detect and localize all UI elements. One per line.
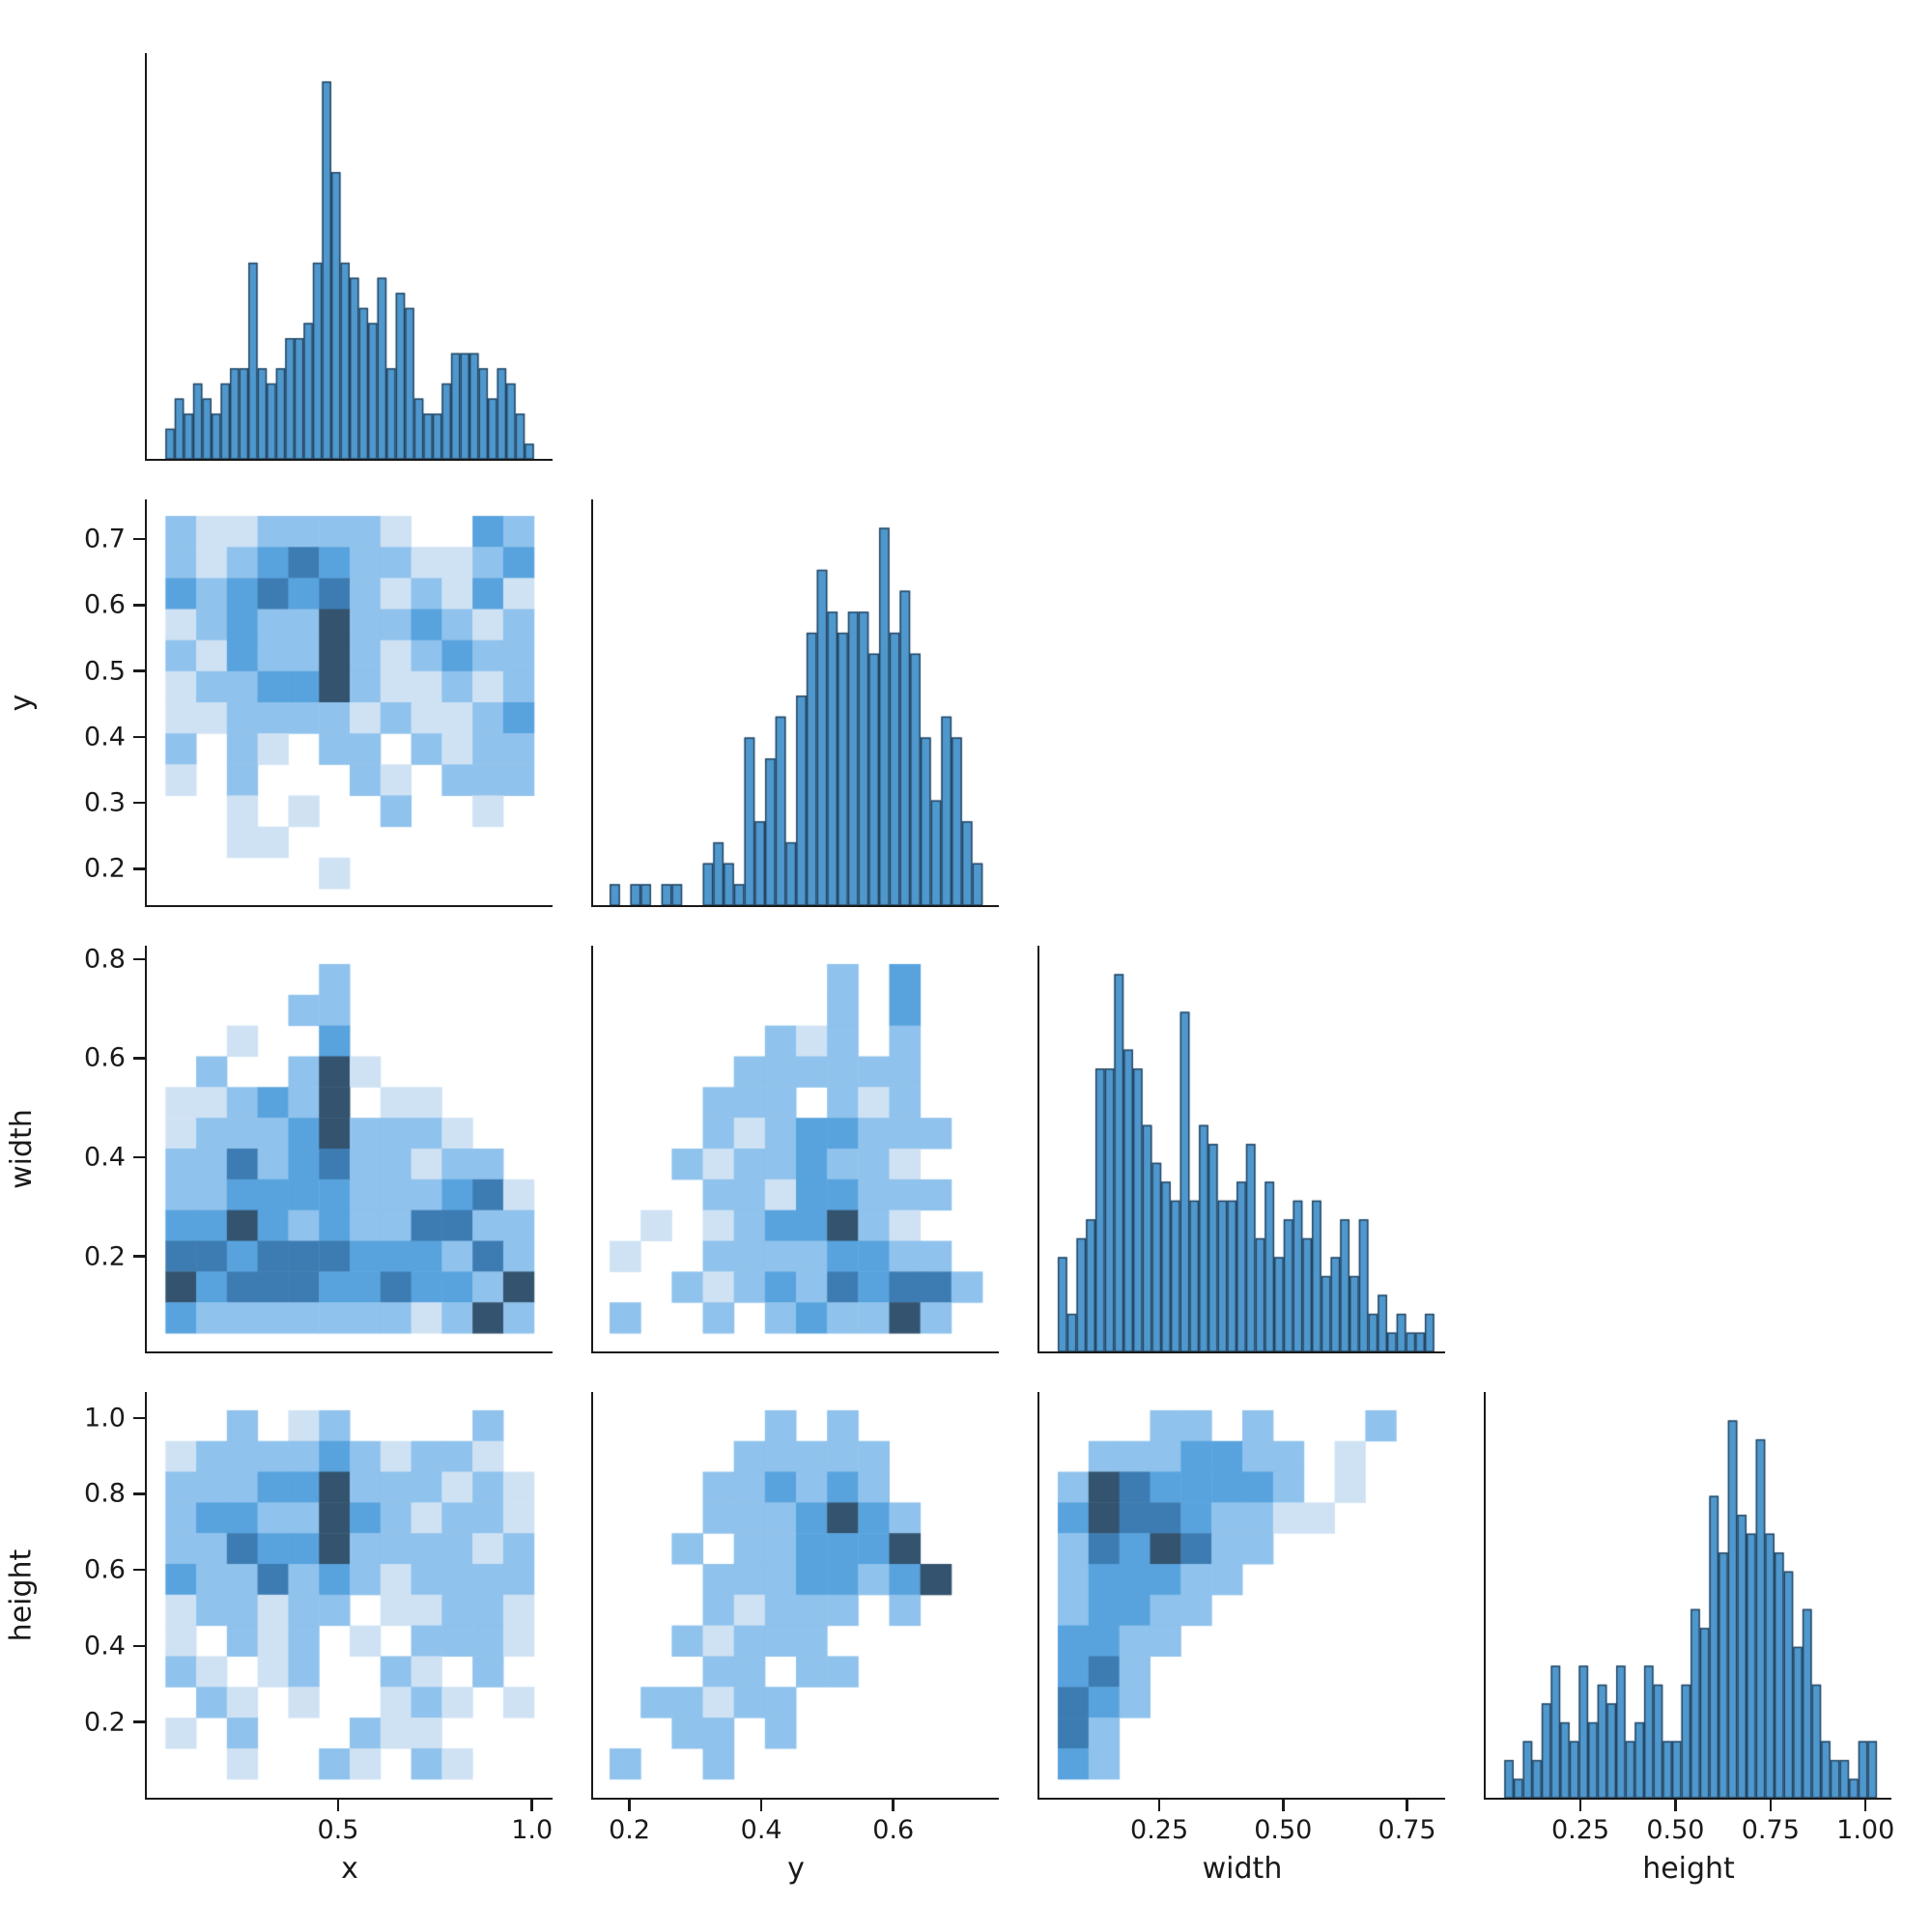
x-tick-label: 1.0 [511,1815,554,1845]
x-tick-mark [628,1800,631,1811]
x-tick-label: 0.2 [609,1815,651,1845]
y-vs-x-canvas [147,499,553,905]
subplot-height-histogram: height 0.25 0.50 0.75 1.00 [1484,1392,1894,1886]
x-tick-mark [759,1800,763,1811]
x-tick-label: 0.5 [317,1815,359,1845]
subplot-y-vs-x-heatmap: y 0.2 0.3 0.4 0.5 0.6 0.7 [4,499,553,907]
y-tick-label: 0.6 [84,1042,126,1073]
x-tick-mark [1406,1800,1408,1811]
height-histogram-canvas [1486,1392,1891,1798]
y-tick-label: 0.8 [84,944,126,975]
subplot-x-histogram [145,53,553,461]
y-tick-mark [133,1255,145,1258]
y-tick-label: 0.4 [84,1631,126,1662]
subplot-width-vs-y-heatmap [591,946,999,1353]
y-tick-mark [133,1416,145,1420]
y-tick-label: 0.7 [84,524,126,554]
x-tick-mark [1578,1800,1582,1811]
width-axis-title-text: width [4,1108,39,1189]
y-tick-mark [133,801,145,805]
y-tick-mark [133,604,145,607]
width-vs-y-canvas [593,946,999,1351]
y-axis-title-text: y [4,694,39,711]
x-tick-label: 0.50 [1646,1815,1705,1845]
y-tick-label: 0.2 [84,853,126,884]
y-tick-mark [133,1155,145,1159]
x-tick-mark [530,1800,533,1811]
y-tick-label: 0.6 [84,1554,126,1585]
y-tick-label: 0.4 [84,1142,126,1173]
width-axis-title: width [2,946,41,1351]
y-tick-mark [133,1644,145,1648]
x-histogram-canvas [147,53,553,459]
y-tick-label: 1.0 [84,1403,126,1434]
y-tick-label: 0.5 [84,656,126,687]
x-tick-label: 1.00 [1836,1815,1895,1845]
y-tick-mark [133,669,145,672]
y-tick-label: 0.2 [84,1707,126,1738]
subplot-height-vs-x-heatmap: height x 0.2 0.4 0.6 0.8 1.0 0.5 1.0 [5,1392,553,1886]
height-vs-x-canvas [147,1392,553,1798]
y-tick-mark [133,1720,145,1723]
y-tick-label: 0.6 [84,589,126,620]
x-tick-mark [1157,1800,1161,1811]
y-tick-mark [133,537,145,541]
x-tick-mark [892,1800,895,1811]
x-tick-label: 0.50 [1254,1815,1313,1845]
y-tick-mark [133,1492,145,1495]
y-histogram-canvas [593,499,999,905]
width-histogram-canvas [1039,946,1445,1351]
x-axis-title: x [341,1852,358,1886]
y-tick-label: 0.3 [84,787,126,818]
x-tick-label: 0.4 [740,1815,782,1845]
height-axis-title: height [2,1392,41,1798]
x-tick-mark [336,1800,340,1811]
subplot-width-vs-x-heatmap: width 0.2 0.4 0.6 0.8 [5,944,553,1353]
x-tick-label: 0.25 [1550,1815,1610,1845]
y-tick-mark [133,1057,145,1060]
y-tick-mark [133,735,145,739]
x-tick-label: 0.75 [1378,1815,1436,1845]
subplot-height-vs-width-heatmap: width 0.25 0.50 0.75 [1037,1392,1445,1886]
y-tick-mark [133,957,145,961]
y-tick-mark [133,867,145,870]
x-tick-label: 0.25 [1130,1815,1189,1845]
x-tick-mark [1282,1800,1285,1811]
x-tick-label: 0.75 [1741,1815,1800,1845]
height-vs-width-canvas [1039,1392,1445,1798]
y-tick-mark [133,1568,145,1572]
height-bottom-axis-title: height [1642,1852,1735,1886]
height-vs-y-canvas [593,1392,999,1798]
y-tick-label: 0.8 [84,1478,126,1509]
subplot-y-histogram [591,499,999,907]
x-tick-mark [1769,1800,1773,1811]
subplot-height-vs-y-heatmap: y 0.2 0.4 0.6 [591,1392,999,1886]
x-tick-mark [1863,1800,1867,1811]
x-tick-mark [1674,1800,1677,1811]
width-bottom-axis-title: width [1202,1852,1283,1886]
y-axis-title: y [2,499,41,905]
x-tick-label: 0.6 [872,1815,915,1845]
subplot-width-histogram [1037,946,1445,1353]
y-bottom-axis-title: y [787,1852,805,1886]
y-tick-label: 0.2 [84,1241,126,1272]
width-vs-x-canvas [147,946,553,1351]
height-axis-title-text: height [4,1548,39,1641]
y-tick-label: 0.4 [84,722,126,753]
